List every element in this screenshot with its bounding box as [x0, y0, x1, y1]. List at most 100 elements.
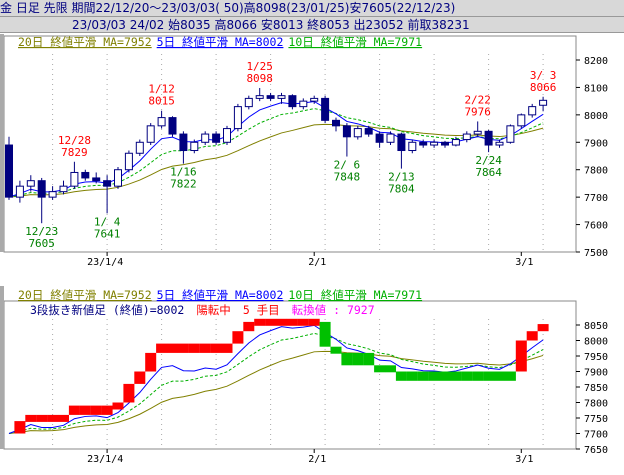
- new-price-brick: [58, 414, 69, 422]
- candle-body: [223, 128, 231, 143]
- candle-body: [135, 141, 144, 154]
- new-price-brick: [101, 405, 113, 415]
- new-price-brick: [450, 371, 462, 381]
- candlestick-chart: 8200 8100 8000 7900 7800 7700 7600 7500 23/1/4 2/…: [0, 34, 608, 268]
- candle-body: [353, 128, 362, 138]
- new-price-brick: [330, 346, 342, 354]
- new-price-brick: [232, 331, 244, 344]
- annotation-date: 2/13: [388, 171, 415, 184]
- candle-body: [332, 119, 340, 127]
- candle-body: [48, 191, 57, 198]
- candle-body: [81, 171, 90, 179]
- candle-body: [462, 133, 471, 141]
- new-price-brick: [276, 318, 287, 326]
- candle-body: [114, 169, 122, 187]
- new-price-brick: [385, 365, 396, 373]
- annotation-value: 7822: [170, 178, 197, 191]
- candle-body: [157, 117, 166, 127]
- x-tick-label: 3/1: [515, 257, 533, 268]
- annotation-date: 1/12: [148, 83, 175, 96]
- y-tick-label: 8050: [584, 321, 608, 332]
- candle-body: [59, 185, 68, 193]
- new-price-brick: [297, 318, 309, 326]
- candle-body: [419, 141, 428, 146]
- candle-body: [484, 130, 493, 146]
- candle-body: [70, 171, 79, 187]
- candle-body: [201, 133, 210, 143]
- new-price-brick: [428, 371, 440, 381]
- annotation-value: 7829: [61, 146, 88, 159]
- y-tick-label: 8000: [584, 111, 608, 122]
- y-tick-label: 7700: [584, 193, 608, 204]
- legend-ma10: 10日 終値平滑 MA=7971: [288, 288, 422, 302]
- y-tick-label: 7800: [584, 166, 608, 177]
- new-price-brick: [123, 383, 135, 403]
- new-price-brick: [308, 318, 320, 326]
- annotation-value: 7641: [94, 227, 121, 240]
- info-state: 陽転中: [196, 303, 231, 317]
- y-tick-label: 7800: [584, 399, 608, 410]
- annotation-date: 2/22: [464, 93, 491, 106]
- candle-body: [212, 133, 221, 143]
- candle-body: [506, 125, 515, 143]
- annotation-date: 12/23: [25, 225, 58, 238]
- candle-body: [495, 141, 504, 146]
- y-tick-label: 7650: [584, 445, 608, 456]
- y-tick-label: 7500: [584, 248, 608, 259]
- candle-body: [255, 95, 264, 99]
- candle-body: [397, 133, 406, 152]
- x-tick-label: 23/1/4: [87, 454, 123, 465]
- candle-body: [288, 95, 297, 108]
- new-price-brick: [36, 414, 48, 422]
- legend-ma20: 20日 終値平滑 MA=7952: [18, 35, 152, 49]
- left-scroll-edge: [0, 34, 4, 252]
- candle-body: [233, 106, 242, 130]
- new-price-brick: [221, 343, 233, 353]
- x-tick-label: 23/1/4: [87, 257, 123, 268]
- y-tick-label: 7900: [584, 138, 608, 149]
- info-title: 3段抜き新値足 (終値)=8002: [30, 303, 184, 317]
- new-price-brick: [145, 352, 157, 372]
- new-price-brick: [79, 405, 91, 415]
- annotation-value: 7605: [28, 237, 55, 250]
- ma5-line: [8, 100, 544, 198]
- ma10-line: [8, 332, 544, 434]
- period-header: 金 日足 先限 期間22/12/20～23/03/03( 50)高8098(23…: [0, 0, 624, 17]
- y-tick-label: 7600: [584, 221, 608, 232]
- candle-body: [299, 100, 308, 108]
- candle-body: [539, 99, 548, 106]
- annotation-value: 8066: [530, 81, 557, 94]
- new-price-brick: [112, 402, 124, 410]
- candle-body: [321, 97, 330, 121]
- candle-body: [124, 152, 133, 171]
- candle-body: [244, 97, 253, 108]
- candle-body: [528, 106, 537, 116]
- candle-body: [146, 125, 155, 143]
- candle-body: [26, 180, 35, 187]
- new-price-brick: [319, 321, 331, 347]
- candle-body: [364, 128, 373, 135]
- candle-body: [277, 95, 286, 99]
- candle-body: [103, 180, 112, 187]
- candle-body: [37, 180, 46, 198]
- new-price-brick: [254, 318, 266, 326]
- new-price-brick: [526, 331, 538, 341]
- ma20-line: [8, 350, 544, 434]
- new-price-brick: [210, 343, 222, 353]
- new-price-brick: [243, 321, 255, 332]
- new-price-chart: 8050 8000 7950 7900 7850 7800 7750 7700 7650 23/1…: [0, 286, 608, 465]
- y-tick-label: 7950: [584, 352, 608, 363]
- candle-body: [190, 141, 199, 152]
- info-reversal: 転換値 : 7927: [292, 303, 375, 317]
- left-scroll-edge: [0, 286, 4, 449]
- new-price-brick: [188, 343, 200, 353]
- candle-body: [386, 133, 395, 143]
- y-tick-label: 7850: [584, 383, 608, 394]
- annotation-date: 2/ 6: [334, 159, 361, 172]
- legend-ma20: 20日 終値平滑 MA=7952: [18, 288, 152, 302]
- legend-ma5: 5日 終値平滑 MA=8002: [157, 35, 284, 49]
- new-price-brick: [167, 343, 178, 353]
- y-tick-label: 7700: [584, 430, 608, 441]
- y-tick-label: 7750: [584, 414, 608, 425]
- y-tick-label: 8200: [584, 56, 608, 67]
